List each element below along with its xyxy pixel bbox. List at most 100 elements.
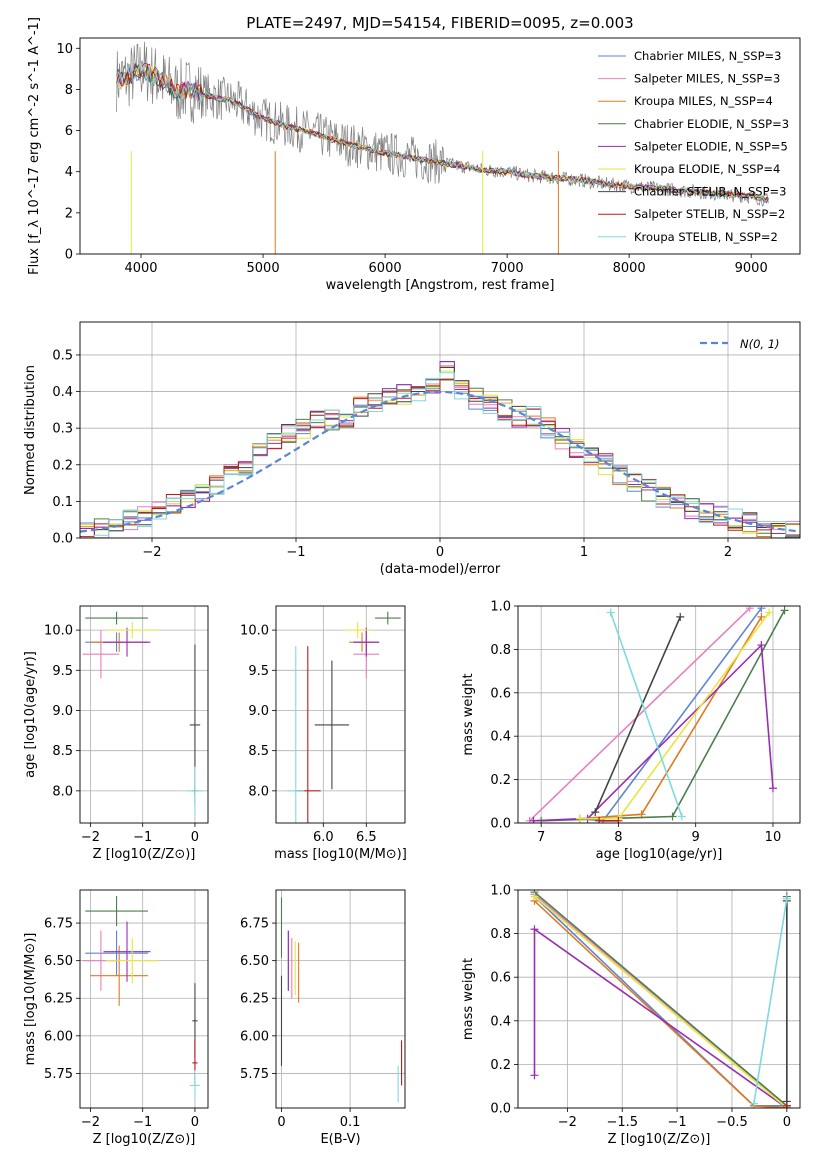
x-tick-label: −1 xyxy=(133,1115,152,1130)
weight-line-3 xyxy=(533,891,788,1108)
x-tick-label: 0 xyxy=(783,1115,791,1130)
y-tick-label: 5.75 xyxy=(44,1067,73,1082)
weight-marker xyxy=(765,608,774,617)
y-tick-label: 1.0 xyxy=(490,600,511,615)
y-tick-label: 1.0 xyxy=(490,884,511,899)
x-tick-label: 4000 xyxy=(124,261,157,276)
x-tick-label: −2 xyxy=(81,830,100,845)
y-axis-label: mass weight xyxy=(461,958,476,1040)
y-tick-label: 0.4 xyxy=(52,385,73,400)
y-tick-label: 10.0 xyxy=(240,624,269,639)
x-axis-label: age [log10(age/yr)] xyxy=(596,847,723,862)
panel-age-vs-Z: −2 −1 0 8.0 8.5 9.0 9.5 10.0 Z [log10(Z/Z⊙)] age … xyxy=(23,605,209,862)
plot-area xyxy=(530,890,791,1108)
x-tick-label: 6000 xyxy=(369,261,402,276)
x-tick-label: −2 xyxy=(142,545,161,560)
legend-label: Chabrier MILES, N_SSP=3 xyxy=(634,49,781,63)
weight-marker xyxy=(780,606,789,615)
y-tick-label: 0.0 xyxy=(490,1102,511,1117)
plot-area xyxy=(82,896,201,1101)
y-tick-label: 0.0 xyxy=(490,817,511,832)
weight-marker xyxy=(676,612,685,621)
y-tick-label: 0.5 xyxy=(52,348,73,363)
axes-frame xyxy=(79,321,801,539)
y-tick-label: 2 xyxy=(65,206,73,221)
x-tick-label: 9 xyxy=(692,830,700,845)
weight-marker xyxy=(782,1101,791,1108)
x-tick-label: −1 xyxy=(133,830,152,845)
weight-line-8 xyxy=(753,898,788,1104)
x-tick-label: 0.1 xyxy=(340,1115,361,1130)
y-tick-label: 0.4 xyxy=(490,1014,511,1029)
weight-line-1 xyxy=(529,607,751,822)
y-tick-label: 0 xyxy=(65,248,73,263)
x-axis-label: mass [log10(M/M⊙)] xyxy=(274,847,407,862)
y-axis-label: age [log10(age/yr)] xyxy=(23,651,38,778)
weight-marker xyxy=(606,608,615,617)
y-tick-label: 6.75 xyxy=(240,917,269,932)
model-spectrum-8 xyxy=(116,63,769,204)
x-tick-label: 9000 xyxy=(735,261,768,276)
histogram-8 xyxy=(80,372,800,538)
x-tick-label: 6.0 xyxy=(313,830,334,845)
x-tick-label: 2 xyxy=(724,545,732,560)
y-tick-label: 6.25 xyxy=(44,992,73,1007)
panel-mass-vs-Z: −2 −1 0 5.75 6.00 6.25 6.50 6.75 Z [log10(Z/Z⊙)]… xyxy=(23,889,209,1147)
plot-area xyxy=(525,606,789,823)
weight-marker xyxy=(530,925,539,934)
x-axis-label: (data-model)/error xyxy=(380,562,501,577)
y-tick-label: 6 xyxy=(65,124,73,139)
x-axis-label: Z [log10(Z/Z⊙)] xyxy=(608,1132,711,1147)
y-tick-label: 10.0 xyxy=(44,624,73,639)
y-tick-label: 8.5 xyxy=(52,744,73,759)
weight-marker xyxy=(745,606,754,613)
panel-spectrum: 4000 5000 6000 7000 8000 9000 0 2 4 6 8 10 wavelengt… xyxy=(27,17,801,293)
legend: N(0, 1) xyxy=(700,337,780,351)
panel-residuals: −2 −1 0 1 2 0.0 0.1 0.2 0.3 0.4 0.5 (data-model)/er… xyxy=(23,321,801,577)
y-tick-label: 6.00 xyxy=(44,1029,73,1044)
x-tick-label: 0 xyxy=(277,1115,285,1130)
figure-title: PLATE=2497, MJD=54154, FIBERID=0095, z=0… xyxy=(246,14,633,32)
x-tick-label: −1.5 xyxy=(606,1115,638,1130)
x-tick-label: 8 xyxy=(614,830,622,845)
x-tick-label: 0 xyxy=(191,1115,199,1130)
legend-label: Kroupa ELODIE, N_SSP=4 xyxy=(634,162,780,176)
plot-area xyxy=(82,611,203,815)
y-tick-label: 6.75 xyxy=(44,917,73,932)
weight-marker xyxy=(757,641,766,650)
panel-age-vs-mass: 6.0 6.5 8.0 8.5 9.0 9.5 10.0 mass [log10(M/M⊙)] xyxy=(240,605,407,862)
axes-frame xyxy=(517,889,801,1109)
panel-mass-weight-vs-Z: −2 −1.5 −1 −0.5 0 0.0 0.2 0.4 0.6 0.8 1.0 Z [log10(… xyxy=(461,884,801,1147)
x-tick-label: −0.5 xyxy=(716,1115,748,1130)
x-tick-label: −1 xyxy=(668,1115,687,1130)
weight-marker xyxy=(530,1071,539,1080)
axes-frame xyxy=(275,889,406,1109)
observed-spectrum xyxy=(116,41,770,207)
y-tick-label: 0.6 xyxy=(490,686,511,701)
y-tick-label: 0.8 xyxy=(490,927,511,942)
y-tick-label: 6.25 xyxy=(240,992,269,1007)
y-tick-label: 6.50 xyxy=(240,954,269,969)
y-tick-label: 8.5 xyxy=(248,744,269,759)
y-tick-label: 0.6 xyxy=(490,971,511,986)
weight-line-6 xyxy=(594,616,681,813)
legend-label: Salpeter ELODIE, N_SSP=5 xyxy=(634,139,788,153)
weight-line-5 xyxy=(579,612,770,820)
weight-marker xyxy=(529,816,538,823)
axes-frame xyxy=(79,889,209,1109)
normal-curve xyxy=(80,390,800,533)
axes-frame xyxy=(79,37,801,255)
x-tick-label: 7 xyxy=(537,830,545,845)
weight-marker xyxy=(668,812,677,821)
x-axis-label: E(B-V) xyxy=(320,1132,360,1147)
y-tick-label: 0.1 xyxy=(52,495,73,510)
legend-label: Kroupa MILES, N_SSP=4 xyxy=(634,94,773,108)
y-tick-label: 9.0 xyxy=(248,704,269,719)
y-tick-label: 8.0 xyxy=(52,784,73,799)
axes-frame xyxy=(275,605,406,824)
weight-marker xyxy=(782,894,791,903)
x-tick-label: −2 xyxy=(558,1115,577,1130)
legend-label: Salpeter MILES, N_SSP=3 xyxy=(634,72,780,86)
plot-area xyxy=(280,897,403,1102)
weight-marker xyxy=(595,816,604,823)
